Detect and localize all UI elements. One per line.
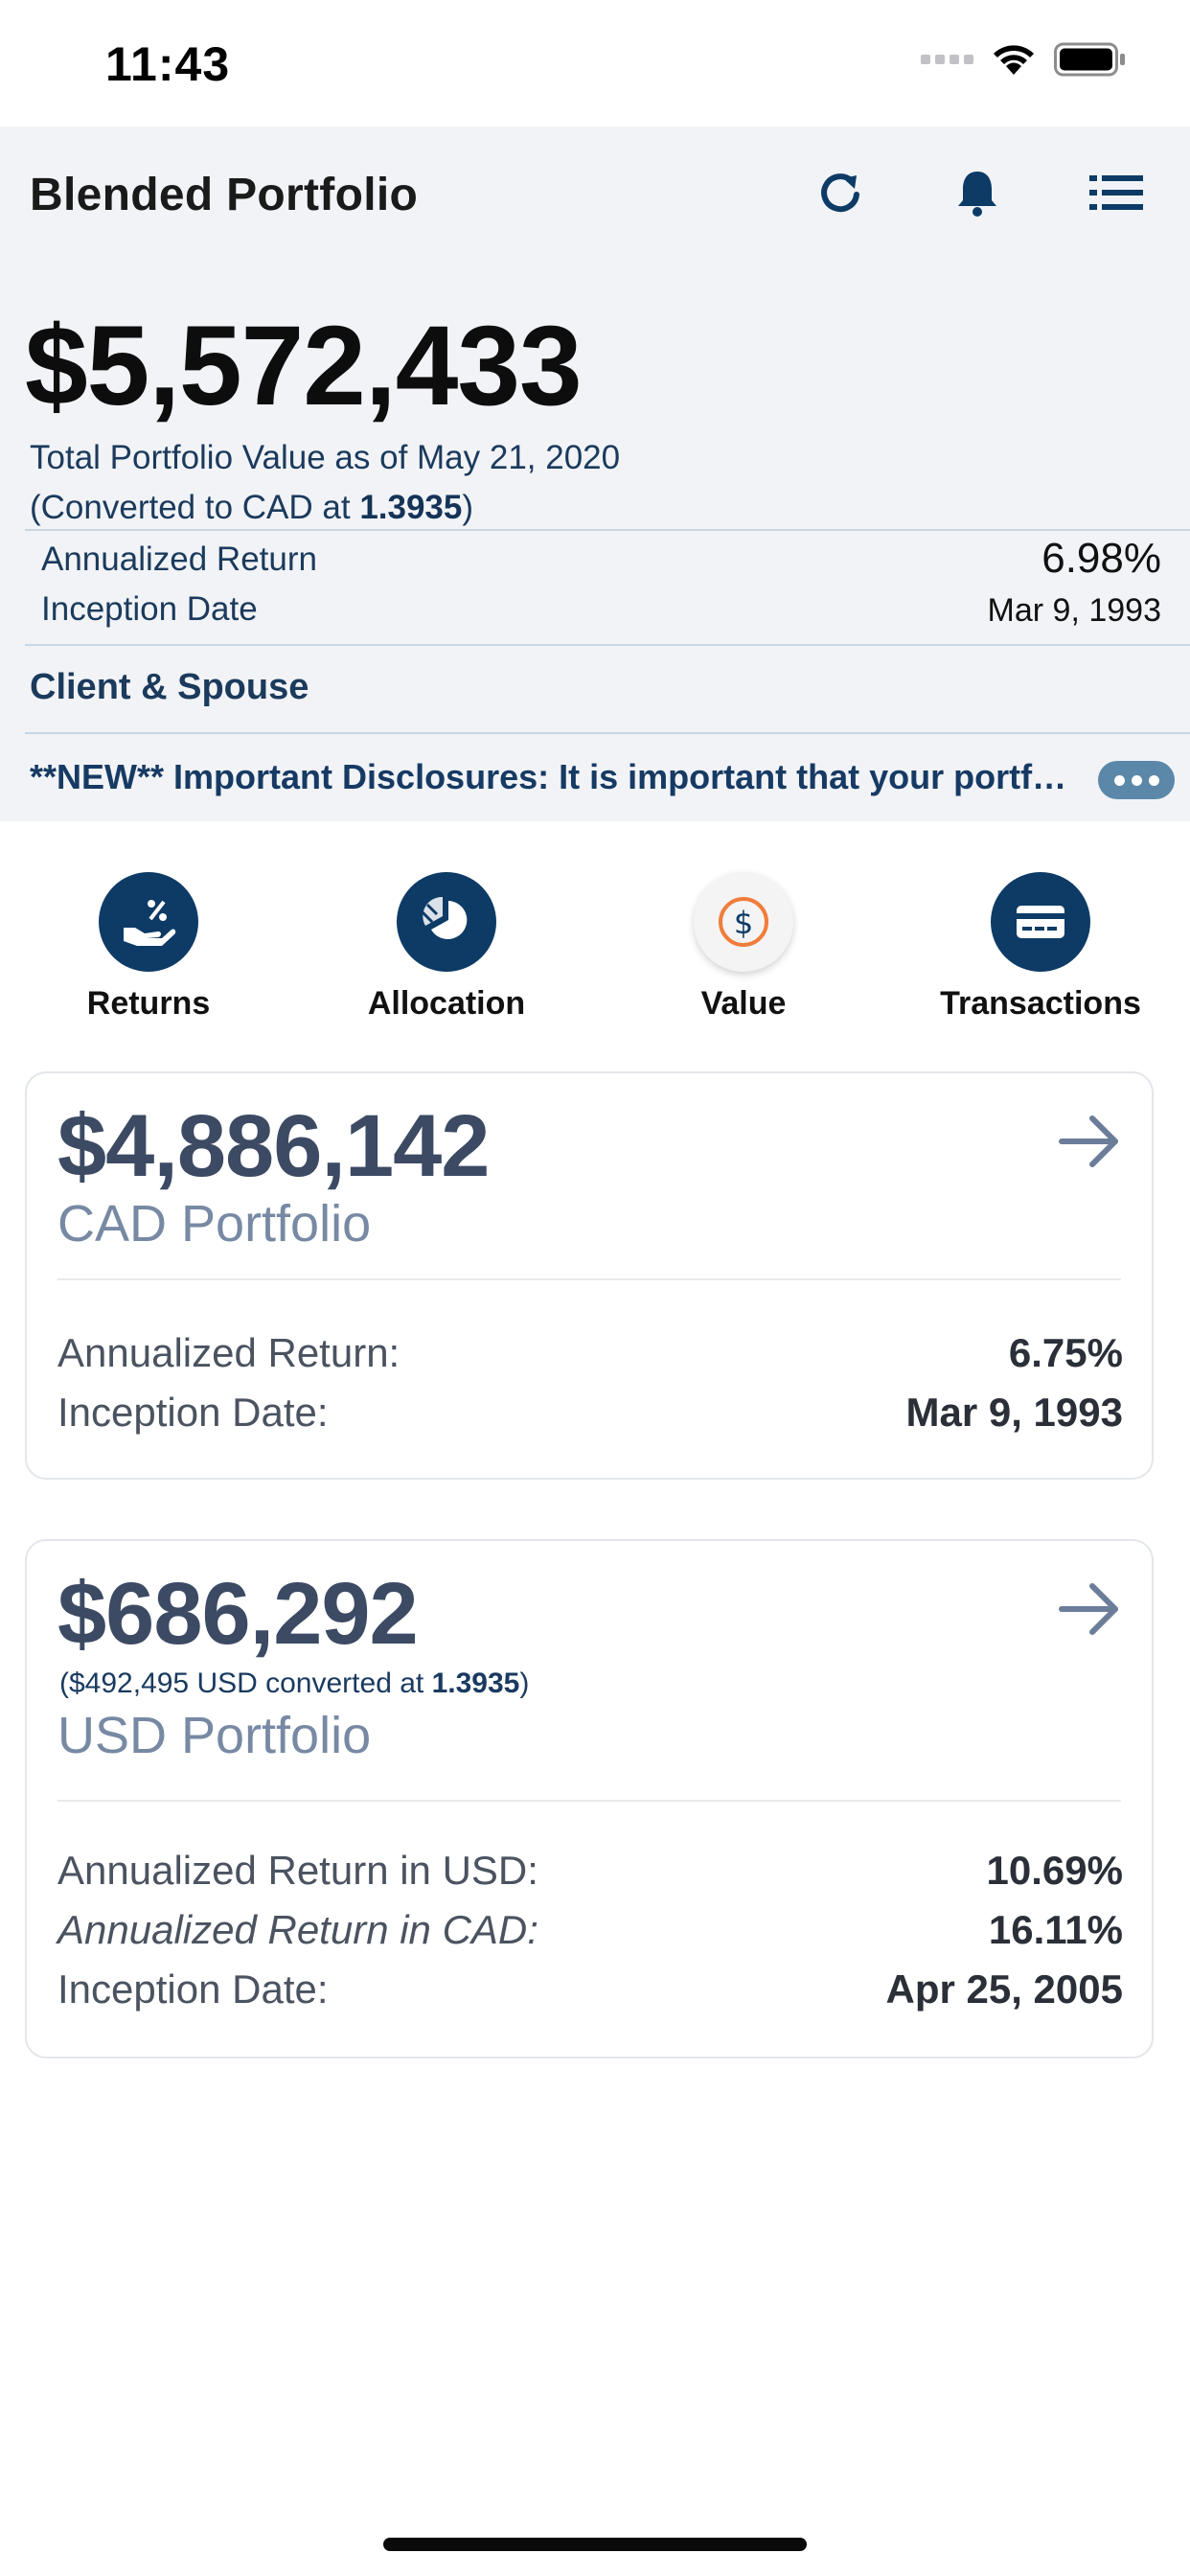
cad-annualized-return-label: Annualized Return: [57, 1330, 400, 1375]
refresh-icon[interactable] [808, 159, 875, 226]
divider [25, 732, 1190, 734]
bell-icon[interactable] [944, 159, 1011, 226]
usd-portfolio-name: USD Portfolio [57, 1707, 372, 1764]
transactions-button[interactable]: Transactions [921, 872, 1160, 1023]
allocation-button[interactable]: Allocation [327, 872, 566, 1023]
battery-icon [1054, 42, 1125, 77]
divider [25, 529, 1190, 531]
usd-conversion-suffix: ) [519, 1668, 530, 1699]
cellular-signal-icon [921, 55, 973, 64]
home-indicator[interactable] [383, 2538, 807, 2551]
cad-inception-date-value: Mar 9, 1993 [905, 1390, 1124, 1435]
usd-portfolio-amount: $686,292 [57, 1565, 419, 1663]
usd-annualized-return-label: Annualized Return in USD: [57, 1848, 538, 1893]
conversion-prefix: (Converted to CAD at [30, 489, 360, 526]
usd-annualized-return-value: 10.69% [986, 1848, 1123, 1893]
conversion-suffix: ) [462, 489, 474, 526]
status-icons [921, 42, 1127, 77]
total-value-caption: Total Portfolio Value as of May 21, 2020 [30, 439, 621, 476]
quick-actions: Returns Allocation $ Value [0, 872, 1190, 1025]
svg-text:$: $ [734, 905, 753, 941]
divider [25, 644, 1190, 646]
cad-portfolio-card[interactable]: $4,886,142 CAD Portfolio Annualized Retu… [25, 1071, 1154, 1480]
usd-conversion-note: ($492,495 USD converted at 1.3935) [59, 1668, 529, 1700]
cad-annualized-return-label: Annualized Return in CAD: [57, 1907, 538, 1952]
divider [57, 1278, 1121, 1280]
cad-annualized-return-value: 6.75% [1008, 1330, 1123, 1375]
menu-list-icon[interactable] [1083, 159, 1150, 226]
value-button[interactable]: $ Value [624, 872, 863, 1023]
allocation-label: Allocation [367, 985, 526, 1022]
annualized-return-value: 6.98% [1041, 535, 1161, 582]
usd-conversion-rate: 1.3935 [431, 1668, 520, 1699]
usd-portfolio-card[interactable]: $686,292 ($492,495 USD converted at 1.39… [25, 1539, 1154, 2058]
credit-card-icon [991, 872, 1090, 972]
pie-chart-icon [397, 872, 496, 972]
dollar-circle-icon: $ [694, 872, 793, 972]
inception-date-value: Mar 9, 1993 [987, 592, 1161, 629]
returns-button[interactable]: Returns [29, 872, 268, 1023]
value-label: Value [700, 985, 787, 1022]
cad-annualized-return-value: 16.11% [988, 1907, 1123, 1952]
usd-conversion-prefix: ($492,495 USD converted at [59, 1668, 432, 1699]
portfolio-header: Blended Portfolio $5,572,433 Total Portf… [0, 126, 1190, 821]
annualized-return-label: Annualized Return [41, 540, 317, 578]
inception-date-label: Inception Date [41, 590, 258, 628]
total-portfolio-value: $5,572,433 [25, 303, 583, 429]
cad-portfolio-amount: $4,886,142 [57, 1097, 490, 1195]
arrow-right-icon[interactable] [1056, 1576, 1123, 1643]
status-time: 11:43 [105, 37, 231, 91]
usd-inception-date-value: Apr 25, 2005 [885, 1966, 1124, 2012]
transactions-label: Transactions [940, 985, 1141, 1022]
arrow-right-icon[interactable] [1056, 1108, 1123, 1175]
conversion-rate: 1.3935 [359, 489, 463, 526]
hand-percent-icon [99, 872, 198, 972]
conversion-note: (Converted to CAD at 1.3935) [30, 489, 473, 527]
cad-inception-date-label: Inception Date: [57, 1390, 329, 1435]
wifi-icon [994, 45, 1034, 75]
divider [57, 1800, 1121, 1802]
usd-inception-date-label: Inception Date: [57, 1966, 329, 2012]
status-bar: 11:43 [0, 0, 1190, 126]
cad-portfolio-name: CAD Portfolio [57, 1195, 372, 1253]
client-selector[interactable]: Client & Spouse [30, 667, 309, 707]
more-options-icon[interactable] [1098, 761, 1175, 799]
page-title: Blended Portfolio [30, 170, 419, 220]
returns-label: Returns [86, 985, 211, 1022]
disclosure-banner[interactable]: **NEW** Important Disclosures: It is imp… [30, 757, 1074, 796]
